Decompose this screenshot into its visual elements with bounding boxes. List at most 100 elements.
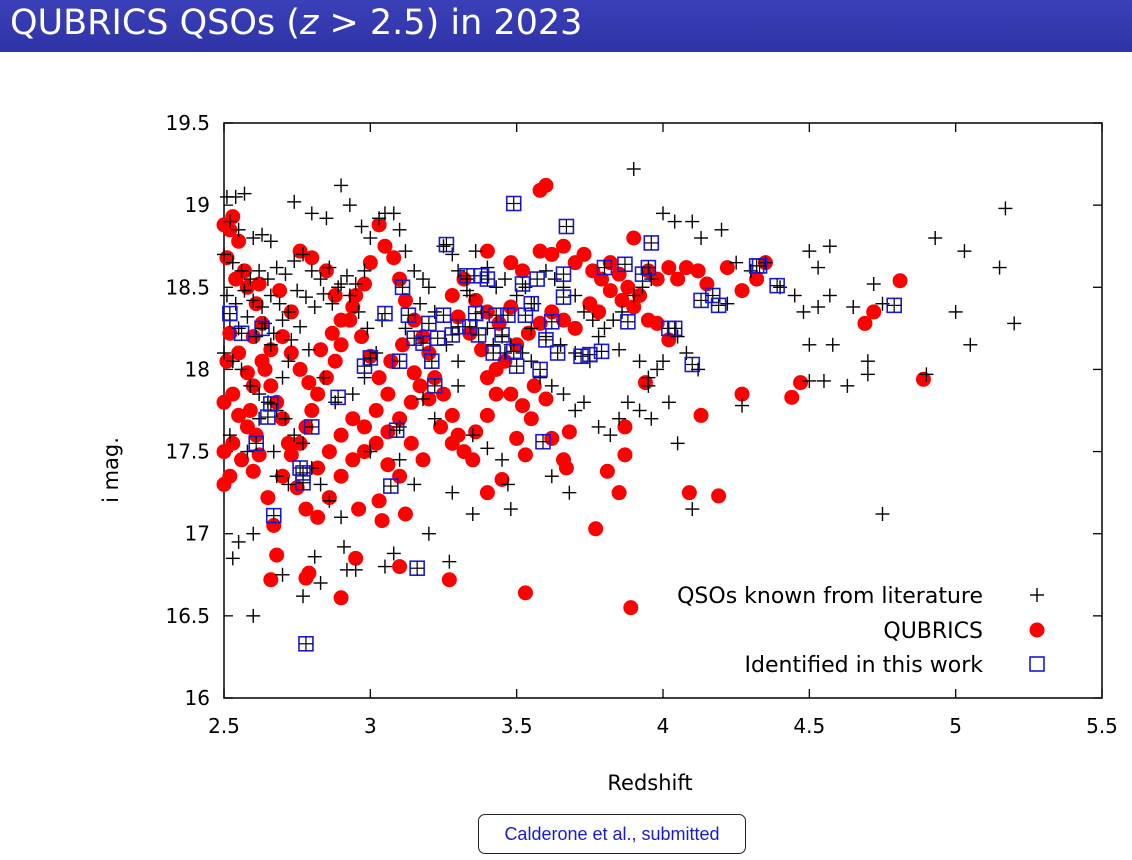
qubrics-point <box>544 304 560 320</box>
literature-point <box>217 346 231 360</box>
literature-point <box>860 367 875 382</box>
literature-point <box>296 589 311 604</box>
y-tick-label: 19.5 <box>165 111 210 135</box>
literature-point <box>275 567 290 582</box>
qubrics-point <box>263 572 279 588</box>
literature-point <box>287 428 302 443</box>
qubrics-point <box>333 590 349 606</box>
literature-point <box>822 288 837 303</box>
y-tick-label: 17.5 <box>165 440 210 464</box>
literature-point <box>313 477 328 492</box>
literature-point <box>275 313 290 328</box>
qubrics-point <box>488 386 504 402</box>
literature-point <box>822 239 837 254</box>
literature-point <box>503 502 518 517</box>
literature-point <box>240 309 255 324</box>
literature-point <box>225 255 240 270</box>
identified-point <box>438 236 455 253</box>
citation-box: Calderone et al., submitted <box>478 814 746 854</box>
literature-point <box>620 395 635 410</box>
qubrics-point <box>397 506 413 522</box>
qubrics-point <box>561 424 577 440</box>
qubrics-point <box>251 276 267 292</box>
qubrics-point <box>599 463 615 479</box>
qubrics-point <box>503 386 519 402</box>
identified-point <box>423 353 440 370</box>
literature-point <box>451 263 466 278</box>
literature-point <box>231 222 246 237</box>
legend-marker-circle <box>1029 622 1045 638</box>
qubrics-point <box>269 547 285 563</box>
legend-marker-square <box>1029 656 1045 672</box>
qubrics-point <box>368 403 384 418</box>
qubrics-point <box>503 255 519 271</box>
literature-point <box>811 260 826 275</box>
qubrics-point <box>623 600 639 616</box>
literature-point <box>278 267 293 282</box>
identified-point <box>505 195 522 212</box>
literature-point <box>416 392 431 406</box>
literature-point <box>266 444 281 459</box>
identified-point <box>409 560 425 577</box>
identified-point <box>330 389 346 406</box>
legend-label: Identified in this work <box>745 653 984 678</box>
qubrics-point <box>693 407 709 423</box>
x-tick-label: 4.5 <box>793 714 825 738</box>
identified-point <box>684 356 701 373</box>
literature-point <box>222 428 237 443</box>
qubrics-point <box>348 550 364 566</box>
literature-point <box>255 300 270 314</box>
literature-point <box>360 321 375 336</box>
qubrics-point <box>333 468 349 484</box>
identified-point <box>485 345 502 361</box>
qubrics-point <box>313 342 329 358</box>
y-axis-label: i mag. <box>99 437 123 503</box>
qubrics-point <box>298 570 314 586</box>
x-tick-label: 4 <box>657 714 670 738</box>
literature-point <box>576 395 591 410</box>
identified-point <box>383 478 399 494</box>
qubrics-point <box>433 419 449 435</box>
literature-point <box>313 272 328 287</box>
literature-point <box>336 539 351 554</box>
y-tick-label: 17 <box>185 522 210 546</box>
literature-point <box>606 313 621 328</box>
literature-point <box>489 280 504 295</box>
literature-point <box>729 255 744 270</box>
qubrics-point <box>283 345 299 361</box>
qubrics-point <box>614 292 630 308</box>
qubrics-point <box>436 386 451 402</box>
y-tick-label: 19 <box>185 193 210 217</box>
identified-point <box>254 320 270 337</box>
identified-point <box>555 289 572 305</box>
identified-point <box>479 271 496 287</box>
identified-point <box>532 361 548 378</box>
literature-point <box>547 272 562 287</box>
qubrics-point <box>474 342 490 358</box>
literature-point <box>345 387 360 402</box>
qubrics-point <box>380 386 396 402</box>
literature-point <box>568 346 583 360</box>
literature-point <box>334 178 349 193</box>
literature-point <box>846 300 861 314</box>
qubrics-point <box>509 430 525 446</box>
literature-point <box>928 231 943 245</box>
literature-point <box>544 378 559 393</box>
literature-point <box>392 452 407 467</box>
literature-point <box>992 260 1007 275</box>
literature-point <box>451 354 466 369</box>
literature-point <box>246 526 261 541</box>
identified-point <box>421 315 437 332</box>
literature-point <box>661 395 676 410</box>
literature-point <box>524 321 539 336</box>
qubrics-point <box>272 283 288 299</box>
qubrics-point <box>248 427 264 443</box>
qubrics-point <box>392 559 408 575</box>
literature-point <box>246 293 261 308</box>
literature-point <box>243 378 258 393</box>
identified-point <box>500 307 516 324</box>
title-suffix: ) in 2023 <box>425 3 583 43</box>
literature-point <box>442 554 457 569</box>
qubrics-point <box>681 485 697 501</box>
qubrics-point <box>649 315 665 331</box>
